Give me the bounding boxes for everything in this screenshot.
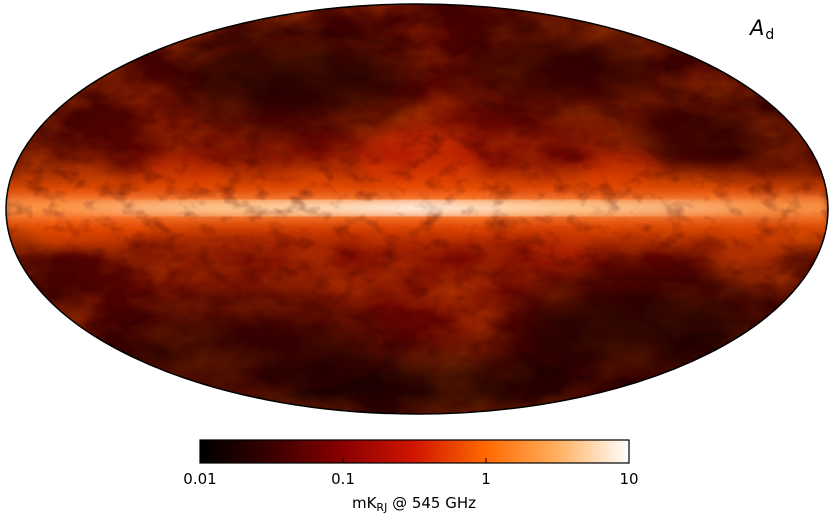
fine-structure: [6, 4, 828, 414]
colorbar-tick-label: 0.01: [183, 470, 217, 488]
map-outline: [5, 3, 829, 415]
component-label: Ad: [750, 16, 775, 43]
colorbar-ticks: [342, 458, 487, 463]
colorbar-unit-label: mKRJ @ 545 GHz: [351, 494, 477, 514]
sky-map: [6, 4, 828, 414]
colorbar-tick-label: 1: [481, 470, 491, 488]
colorbar-bar: [199, 439, 630, 464]
colorbar-tick-label: 10: [619, 470, 639, 488]
colorbar-tick-label: 0.1: [331, 470, 355, 488]
colorbar: [199, 439, 630, 464]
